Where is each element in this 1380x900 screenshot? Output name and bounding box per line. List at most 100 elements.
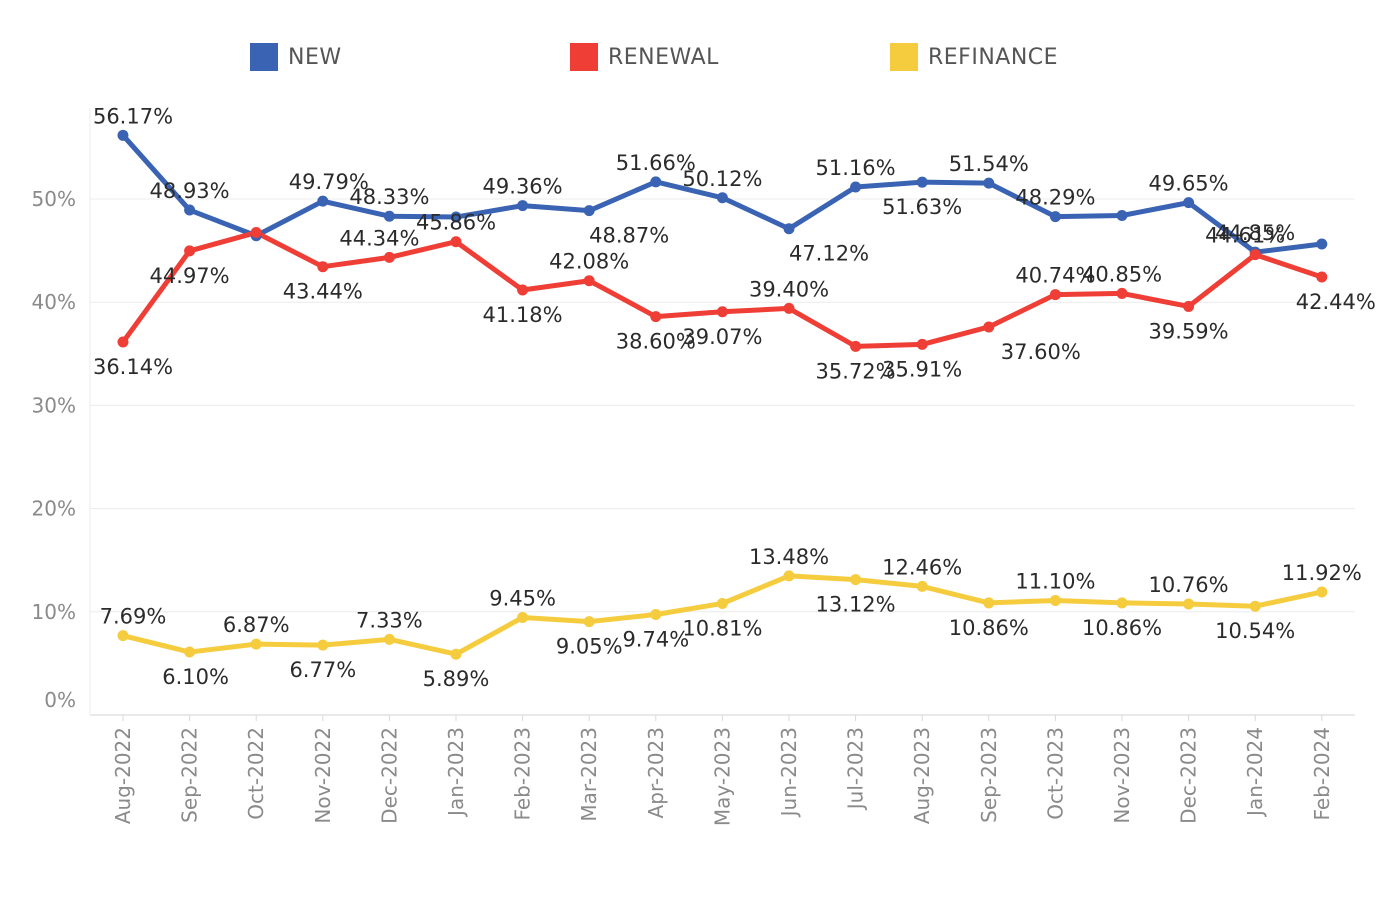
data-label-new: 48.33%: [349, 185, 429, 209]
data-label-renewal: 35.72%: [816, 359, 896, 383]
data-point-new: [1183, 197, 1195, 209]
data-label-refinance: 7.33%: [356, 608, 423, 632]
data-point-renewal: [517, 284, 529, 296]
data-label-new: 48.93%: [150, 179, 230, 203]
data-point-new: [1049, 211, 1061, 223]
data-point-new: [983, 177, 995, 189]
legend-item-refinance: REFINANCE: [890, 40, 1058, 74]
data-label-new: 56.17%: [93, 104, 173, 128]
legend-swatch-refinance: [890, 43, 918, 71]
data-point-refinance: [250, 638, 262, 650]
x-tick-label: Aug-2022: [111, 727, 135, 824]
x-tick-label: Feb-2024: [1310, 727, 1334, 821]
data-point-new: [716, 192, 728, 204]
data-point-renewal: [450, 236, 462, 248]
data-label-renewal: 45.86%: [416, 211, 496, 235]
legend-label-new: NEW: [288, 44, 342, 70]
data-point-renewal: [383, 251, 395, 263]
data-point-refinance: [1049, 594, 1061, 606]
data-label-refinance: 12.46%: [882, 555, 962, 579]
data-label-renewal: 39.59%: [1149, 319, 1229, 343]
y-tick-label: 0%: [44, 688, 76, 712]
data-label-renewal: 42.44%: [1296, 290, 1376, 314]
data-label-renewal: 40.74%: [1015, 264, 1095, 288]
data-point-renewal: [250, 227, 262, 239]
data-point-new: [1116, 210, 1128, 222]
data-label-refinance: 11.92%: [1282, 561, 1362, 585]
data-point-renewal: [117, 336, 129, 348]
data-label-refinance: 6.77%: [289, 658, 356, 682]
data-label-new: 49.36%: [483, 175, 563, 199]
data-point-refinance: [983, 597, 995, 609]
legend-swatch-new: [250, 43, 278, 71]
data-label-refinance: 10.86%: [1082, 616, 1162, 640]
x-tick-label: Aug-2023: [910, 727, 934, 824]
y-tick-label: 10%: [32, 600, 76, 624]
data-point-refinance: [1316, 586, 1328, 598]
data-label-refinance: 10.76%: [1149, 573, 1229, 597]
data-point-renewal: [783, 302, 795, 314]
x-tick-label: Mar-2023: [577, 727, 601, 822]
data-label-new: 51.63%: [882, 195, 962, 219]
data-point-new: [450, 211, 462, 223]
data-label-renewal: 37.60%: [1001, 340, 1081, 364]
legend-swatch-renewal: [570, 43, 598, 71]
data-point-new: [383, 210, 395, 222]
data-label-refinance: 9.05%: [556, 635, 623, 659]
data-label-refinance: 10.86%: [949, 616, 1029, 640]
data-point-renewal: [1316, 271, 1328, 283]
y-tick-label: 30%: [32, 393, 76, 417]
x-tick-label: Dec-2022: [377, 727, 401, 824]
legend-item-renewal: RENEWAL: [570, 40, 719, 74]
data-point-refinance: [517, 611, 529, 623]
data-point-refinance: [450, 648, 462, 660]
data-point-refinance: [583, 616, 595, 628]
data-point-renewal: [583, 275, 595, 287]
data-label-refinance: 10.54%: [1215, 619, 1295, 643]
x-tick-label: Oct-2022: [244, 727, 268, 820]
x-tick-label: Oct-2023: [1043, 727, 1067, 820]
data-label-new: 51.16%: [816, 156, 896, 180]
x-tick-label: Sep-2023: [977, 727, 1001, 823]
data-point-renewal: [916, 338, 928, 350]
data-label-refinance: 7.69%: [100, 605, 167, 629]
data-label-new: 47.12%: [789, 242, 869, 266]
data-point-renewal: [317, 261, 329, 273]
data-label-renewal: 35.91%: [882, 357, 962, 381]
data-label-renewal: 41.18%: [483, 303, 563, 327]
data-label-refinance: 13.48%: [749, 545, 829, 569]
data-point-new: [1316, 238, 1328, 250]
data-point-refinance: [1116, 597, 1128, 609]
data-label-refinance: 6.87%: [223, 613, 290, 637]
x-tick-label: Jan-2023: [444, 727, 468, 818]
data-point-new: [850, 181, 862, 193]
legend-label-refinance: REFINANCE: [928, 44, 1059, 70]
data-label-new: 48.29%: [1015, 186, 1095, 210]
data-point-new: [317, 195, 329, 207]
x-tick-label: Jul-2023: [844, 727, 868, 811]
data-point-renewal: [184, 245, 196, 257]
data-label-renewal: 44.34%: [339, 226, 419, 250]
data-point-renewal: [650, 311, 662, 323]
y-tick-label: 40%: [32, 290, 76, 314]
data-point-renewal: [1049, 289, 1061, 301]
data-label-refinance: 6.10%: [162, 665, 229, 689]
x-tick-label: Nov-2022: [311, 727, 335, 824]
data-point-refinance: [850, 574, 862, 586]
x-tick-label: May-2023: [710, 727, 734, 826]
legend: NEW RENEWAL REFINANCE: [0, 40, 1380, 74]
legend-item-new: NEW: [250, 40, 342, 74]
data-point-refinance: [650, 608, 662, 620]
data-point-refinance: [716, 597, 728, 609]
data-point-renewal: [1183, 300, 1195, 312]
data-label-new: 49.65%: [1149, 172, 1229, 196]
data-point-refinance: [317, 639, 329, 651]
data-label-refinance: 9.45%: [489, 586, 556, 610]
data-point-renewal: [850, 340, 862, 352]
data-point-renewal: [983, 321, 995, 333]
x-tick-label: Jun-2023: [777, 727, 801, 818]
data-point-refinance: [1183, 598, 1195, 610]
data-point-new: [517, 200, 529, 212]
